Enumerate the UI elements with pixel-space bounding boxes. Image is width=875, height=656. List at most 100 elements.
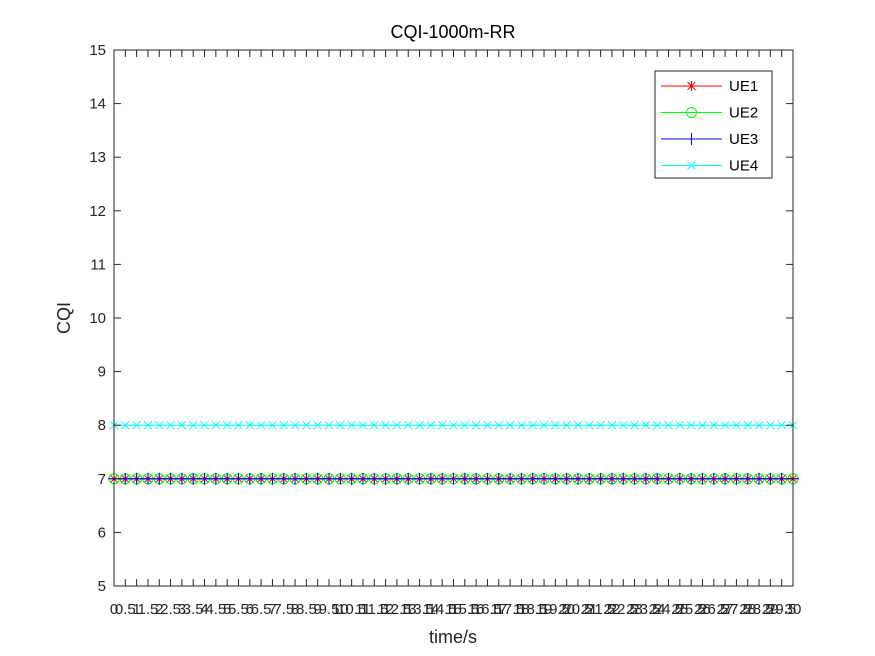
data-point-ue3 [685,472,698,485]
data-point-ue4 [256,420,266,430]
data-point-ue3 [458,472,471,485]
x-tick-label: 10.5 [337,601,366,618]
x-tick-label: 27.5 [722,601,751,618]
y-tick-label: 6 [98,524,106,541]
x-tick-label: 26.5 [699,601,728,618]
data-point-ue3 [673,472,686,485]
data-point-ue3 [481,472,494,485]
x-tick-label: 19 [536,601,553,618]
x-axis-ticks: 00.511.522.533.544.555.566.577.588.599.5… [110,50,802,618]
data-point-ue3 [515,472,528,485]
data-point-ue3 [300,472,313,485]
data-point-ue4-d2 [256,420,266,430]
data-point-ue4-d2 [698,420,707,430]
data-point-ue3 [119,472,132,485]
data-point-ue4 [641,420,651,430]
data-point-ue4-d2 [222,420,232,430]
data-point-ue3 [753,472,766,485]
x-tick-label: 7 [268,601,276,618]
data-point-ue3 [605,472,618,485]
data-point-ue4-d2 [562,420,572,430]
x-tick-label: 25 [671,601,688,618]
data-point-ue4-d2 [437,420,447,430]
y-tick-label: 14 [89,96,106,113]
data-point-ue4 [347,420,357,430]
legend-marker-ue2 [686,107,697,118]
data-point-ue4-d2 [652,420,662,430]
data-point-ue4 [302,420,311,430]
data-point-ue3 [504,472,517,485]
data-point-ue4-d2 [720,420,730,430]
data-point-ue3 [141,472,154,485]
x-tick-label: 30 [785,601,802,618]
legend-marker-ue1-d2 [687,81,696,91]
data-point-ue4 [483,420,492,430]
x-tick-label: 11 [355,601,371,618]
legend-entry-ue3: UE3 [661,131,758,148]
y-tick-label: 7 [98,471,106,488]
x-tick-label: 18.5 [518,601,547,618]
data-point-ue4-d2 [517,420,526,430]
x-tick-label: 8 [291,601,299,618]
data-point-ue4-d2 [471,420,481,430]
x-tick-label: 15.5 [450,601,479,618]
data-point-ue4 [426,420,436,430]
data-point-ue4-d2 [120,420,130,430]
data-point-ue4 [573,420,583,430]
data-point-ue4-d2 [618,420,628,430]
data-point-ue3 [243,472,256,485]
data-point-ue4 [369,420,379,430]
data-point-ue3 [741,472,754,485]
x-tick-label: 23.5 [631,601,660,618]
x-tick-label: 7.5 [273,601,294,618]
data-point-ue4 [596,420,605,430]
data-point-ue4-d2 [596,420,605,430]
data-point-ue4 [313,420,323,430]
series-ue4 [109,420,798,430]
data-point-ue4 [392,420,402,430]
data-point-ue4 [732,420,741,430]
data-point-ue4 [686,420,696,430]
data-point-ue3 [538,472,551,485]
data-point-ue4 [607,420,617,430]
data-point-ue4-d2 [449,420,458,430]
data-point-ue3 [560,472,573,485]
x-axis-label: time/s [429,627,477,647]
y-tick-label: 5 [98,578,106,595]
y-axis-ticks: 5 6 7 8 9 10 11 12 13 14 15 [89,42,793,595]
legend-marker-ue4-d2 [687,161,696,170]
data-point-ue4 [177,420,187,430]
data-point-ue4-d2 [143,420,153,430]
data-point-ue4-d2 [211,420,221,430]
legend-label-ue3: UE3 [729,131,758,148]
x-tick-label: 28.5 [744,601,773,618]
data-point-ue3 [730,472,743,485]
x-tick-label: 12.5 [382,601,411,618]
data-point-ue4-d2 [550,420,560,430]
data-point-ue4-d2 [732,420,741,430]
data-point-ue3 [379,472,392,485]
data-point-ue3 [413,472,426,485]
data-point-ue3 [583,472,596,485]
legend-marker-ue1 [686,81,697,91]
data-point-ue4 [528,420,538,430]
data-point-ue4 [675,420,685,430]
chart-title: CQI-1000m-RR [390,22,515,42]
data-point-ue3 [221,472,234,485]
data-point-ue4-d2 [177,420,187,430]
x-tick-label: 6.5 [251,601,272,618]
x-tick-label: 25.5 [677,601,706,618]
x-tick-label: 23 [626,601,643,618]
data-point-ue4 [200,420,209,430]
data-point-ue3 [470,472,483,485]
x-tick-label: 11.5 [360,601,388,618]
data-point-ue3 [492,472,505,485]
data-point-ue3 [368,472,381,485]
data-point-ue4 [415,420,424,430]
series-ue3 [108,472,799,485]
x-tick-label: 17 [490,601,507,618]
data-point-ue4 [460,420,470,430]
x-tick-label: 22 [604,601,621,618]
x-tick-label: 21.5 [586,601,615,618]
